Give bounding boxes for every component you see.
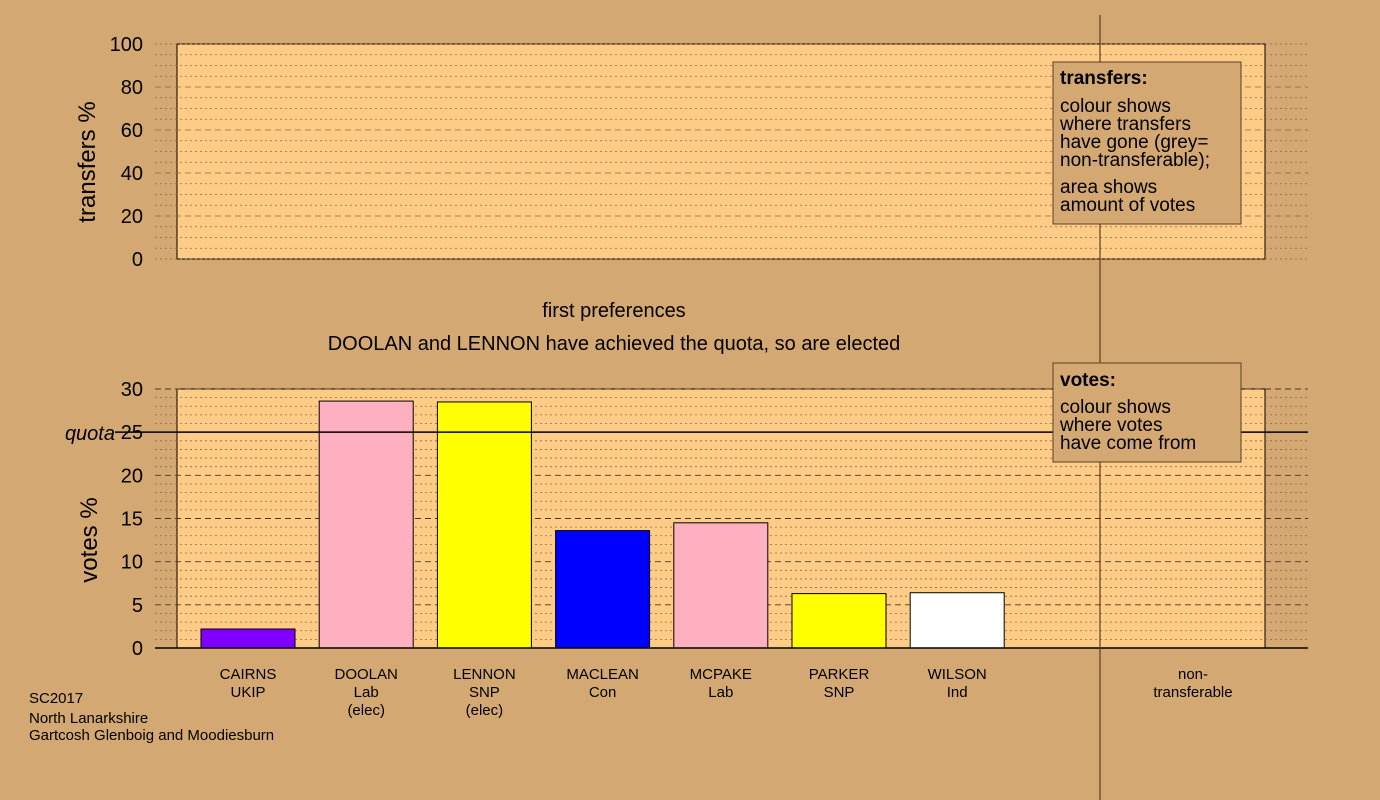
candidate-labels: CAIRNSUKIPDOOLANLab(elec)LENNONSNP(elec)… [220,666,987,719]
votes-y-tick-label: 5 [132,595,143,617]
bar-parker [791,593,887,649]
votes-y-tick-label: 0 [132,638,143,660]
candidate-label: MACLEAN [566,666,639,683]
transfers-y-tick-label: 80 [121,77,143,99]
footer-line1: SC2017 [29,690,83,707]
bar-maclean [555,530,651,649]
candidate-label: MCPAKE [690,666,752,683]
candidate-label: SNP [824,684,855,701]
candidate-label: Lab [708,684,733,701]
votes-y-tick-label: 30 [121,379,143,401]
candidate-label: WILSON [928,666,987,683]
candidate-label: (elec) [347,702,385,719]
votes-legend-line: have come from [1060,433,1196,454]
candidate-label: DOOLAN [335,666,398,683]
candidate-label: PARKER [809,666,870,683]
votes-legend: votes: colour shows where votes have com… [1052,362,1242,463]
chart-title: first preferences [542,300,685,322]
candidate-label: Ind [947,684,968,701]
candidate-label: Lab [354,684,379,701]
transfers-legend-line: colour shows [1060,96,1171,117]
chart-subtitle: DOOLAN and LENNON have achieved the quot… [328,333,901,355]
bar-doolan [318,400,414,649]
candidate-label: Con [589,684,617,701]
transfers-y-tick-label: 100 [110,34,143,56]
votes-y-tick-label: 20 [121,465,143,487]
transfers-y-axis-label: transfers % [74,101,101,222]
transfers-y-tick-label: 40 [121,163,143,185]
transfers-y-tick-label: 60 [121,120,143,142]
transfers-legend-line: where transfers [1059,114,1191,135]
votes-bars [200,400,1005,649]
candidate-label: SNP [469,684,500,701]
candidate-label: UKIP [230,684,265,701]
footer-line2: North Lanarkshire [29,710,148,727]
transfers-y-ticks: 0 20 40 60 80 100 [110,34,143,271]
votes-legend-line: where votes [1059,415,1162,436]
candidate-label: LENNON [453,666,516,683]
votes-y-axis-label: votes % [76,497,103,582]
votes-y-tick-label: 10 [121,552,143,574]
votes-y-tick-label: 25 [121,422,143,444]
quota-label: quota [65,423,115,445]
footer-line3: Gartcosh Glenboig and Moodiesburn [29,727,274,744]
transfers-y-tick-label: 20 [121,206,143,228]
nontransferable-label-line2: transferable [1153,684,1232,701]
transfers-legend: transfers: colour shows where transfers … [1052,61,1242,225]
votes-legend-title: votes: [1060,370,1116,391]
nontransferable-label-line1: non- [1178,666,1208,683]
transfers-legend-line: non-transferable); [1060,150,1210,171]
transfers-legend-line: have gone (grey= [1060,132,1208,153]
candidate-label: (elec) [466,702,504,719]
votes-y-ticks: 0 5 10 15 20 25 30 [121,379,143,660]
candidate-label: CAIRNS [220,666,277,683]
bar-mcpake [673,522,769,649]
bar-wilson [909,592,1005,649]
bar-lennon [436,401,532,649]
votes-y-tick-label: 15 [121,509,143,531]
transfers-legend-title: transfers: [1060,68,1148,89]
transfers-legend-line: amount of votes [1060,195,1195,216]
votes-legend-line: colour shows [1060,397,1171,418]
transfers-legend-line: area shows [1060,177,1157,198]
transfers-y-tick-label: 0 [132,249,143,271]
bar-cairns [200,628,296,649]
